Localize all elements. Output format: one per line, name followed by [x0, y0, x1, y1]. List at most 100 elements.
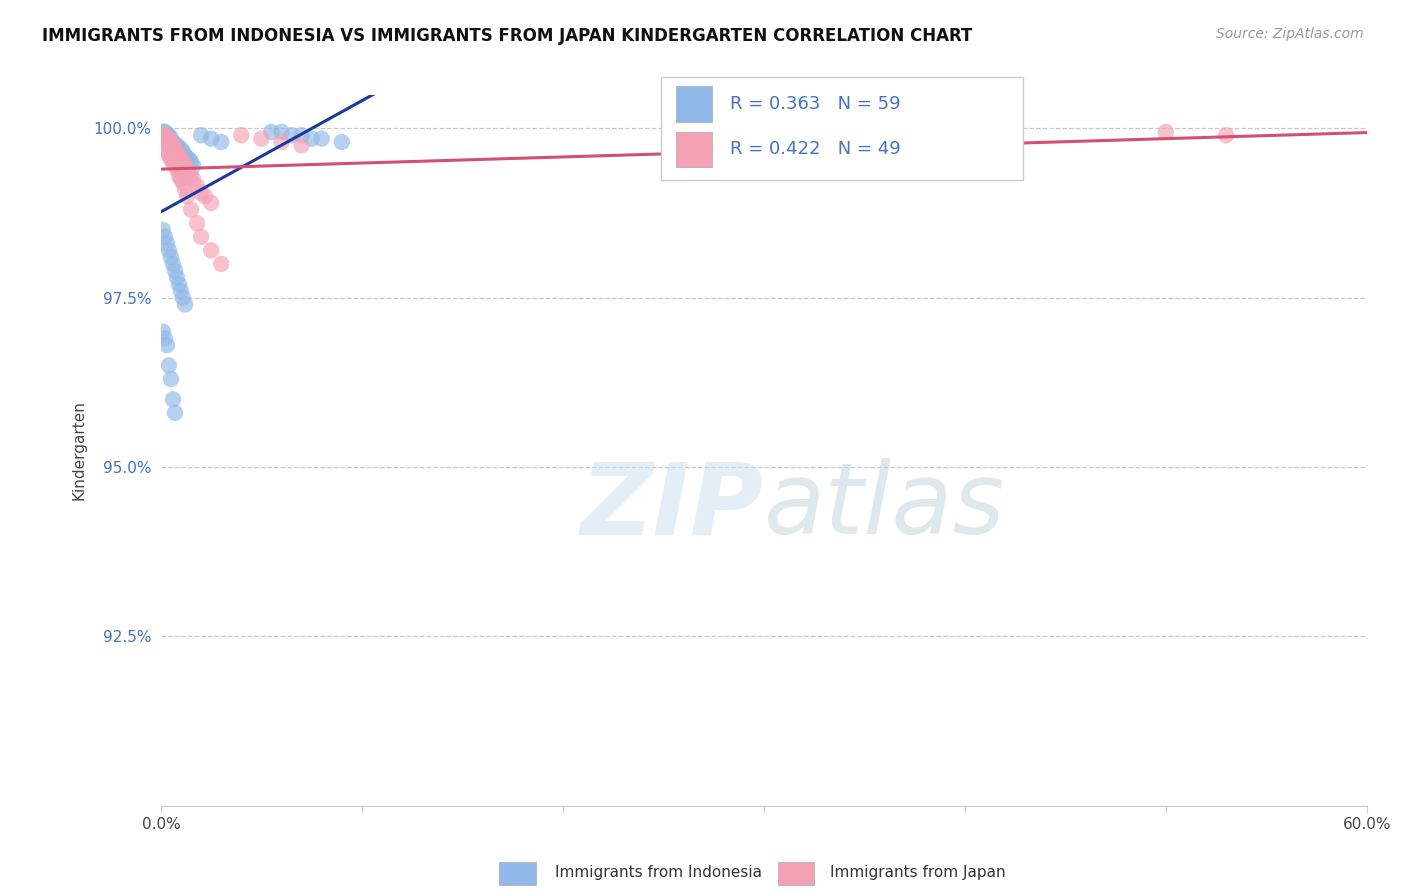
Point — [172, 155, 194, 169]
Point — [153, 331, 176, 345]
Point — [163, 263, 186, 277]
Point — [200, 196, 222, 211]
Point — [174, 148, 197, 162]
Point — [172, 176, 194, 190]
Point — [167, 277, 190, 292]
Point — [170, 284, 193, 298]
Point — [160, 372, 183, 386]
Point — [152, 128, 174, 143]
Point — [160, 131, 183, 145]
Text: ZIP: ZIP — [581, 458, 763, 556]
Point — [200, 244, 222, 258]
Point — [194, 189, 217, 203]
Point — [170, 152, 193, 166]
Point — [156, 131, 179, 145]
Point — [231, 128, 253, 143]
Point — [166, 138, 188, 153]
Point — [167, 169, 190, 183]
Point — [177, 152, 200, 166]
Point — [160, 138, 183, 153]
Point — [160, 135, 183, 149]
Point — [163, 138, 186, 153]
Point — [162, 138, 184, 153]
Text: Immigrants from Indonesia: Immigrants from Indonesia — [555, 865, 762, 880]
Point — [166, 145, 188, 160]
Point — [270, 125, 292, 139]
Point — [209, 135, 232, 149]
Point — [157, 131, 180, 145]
Point — [152, 325, 174, 339]
Point — [160, 250, 183, 264]
Point — [181, 159, 204, 173]
Point — [157, 135, 180, 149]
Point — [186, 216, 208, 230]
Point — [162, 138, 184, 153]
Point — [162, 145, 184, 160]
Point — [177, 165, 200, 179]
Point — [162, 392, 184, 407]
Point — [190, 186, 212, 200]
Point — [180, 202, 202, 217]
Point — [291, 138, 314, 153]
Point — [170, 148, 193, 162]
Point — [167, 148, 190, 162]
Point — [153, 229, 176, 244]
Text: atlas: atlas — [763, 458, 1005, 556]
Point — [153, 128, 176, 143]
Point — [162, 135, 184, 149]
Point — [153, 131, 176, 145]
Point — [153, 128, 176, 143]
Point — [301, 131, 323, 145]
Point — [170, 142, 193, 156]
Point — [270, 135, 292, 149]
Point — [166, 270, 188, 285]
Point — [153, 142, 176, 156]
Point — [153, 131, 176, 145]
Point — [172, 145, 194, 160]
Text: Immigrants from Japan: Immigrants from Japan — [830, 865, 1005, 880]
Point — [250, 131, 273, 145]
Point — [190, 229, 212, 244]
Point — [209, 257, 232, 271]
Point — [176, 189, 198, 203]
Point — [176, 162, 198, 177]
Point — [174, 297, 197, 311]
Point — [153, 125, 176, 139]
Point — [152, 125, 174, 139]
Point — [157, 138, 180, 153]
Point — [156, 338, 179, 352]
Point — [156, 236, 179, 251]
Point — [157, 359, 180, 373]
Point — [157, 148, 180, 162]
Bar — [676, 132, 711, 167]
Point — [163, 406, 186, 420]
Point — [152, 128, 174, 143]
Point — [163, 142, 186, 156]
Point — [156, 135, 179, 149]
Point — [280, 128, 302, 143]
Point — [160, 135, 183, 149]
Point — [172, 291, 194, 305]
Point — [163, 142, 186, 156]
Point — [174, 182, 197, 196]
Point — [156, 145, 179, 160]
Point — [160, 142, 183, 156]
Point — [174, 159, 197, 173]
Text: R = 0.363   N = 59: R = 0.363 N = 59 — [730, 95, 901, 113]
Point — [167, 142, 190, 156]
Point — [180, 169, 202, 183]
Point — [156, 131, 179, 145]
Text: R = 0.422   N = 49: R = 0.422 N = 49 — [730, 140, 901, 159]
Point — [176, 152, 198, 166]
Point — [157, 244, 180, 258]
Point — [157, 128, 180, 143]
Point — [1154, 125, 1177, 139]
Point — [156, 135, 179, 149]
Point — [166, 162, 188, 177]
Point — [330, 135, 353, 149]
Point — [163, 159, 186, 173]
Point — [162, 155, 184, 169]
Point — [166, 145, 188, 160]
Point — [200, 131, 222, 145]
Text: Source: ZipAtlas.com: Source: ZipAtlas.com — [1216, 27, 1364, 41]
